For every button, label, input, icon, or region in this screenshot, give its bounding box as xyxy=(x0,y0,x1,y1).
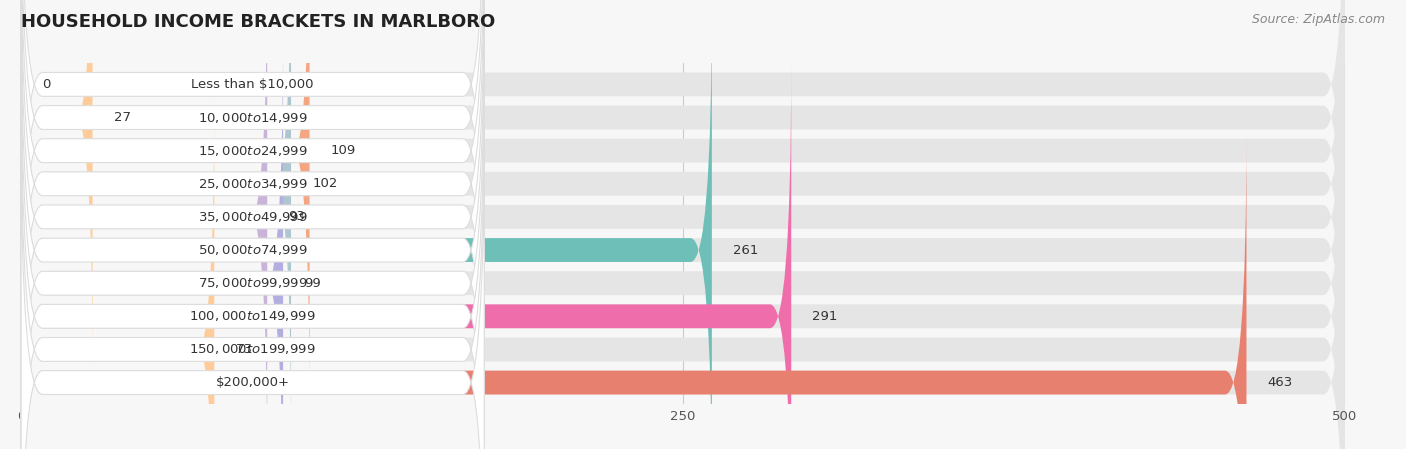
Text: Source: ZipAtlas.com: Source: ZipAtlas.com xyxy=(1251,13,1385,26)
FancyBboxPatch shape xyxy=(21,0,484,437)
FancyBboxPatch shape xyxy=(21,63,1344,449)
Text: 73: 73 xyxy=(235,343,253,356)
Text: $50,000 to $74,999: $50,000 to $74,999 xyxy=(198,243,308,257)
FancyBboxPatch shape xyxy=(21,97,214,449)
FancyBboxPatch shape xyxy=(21,63,484,449)
Text: $100,000 to $149,999: $100,000 to $149,999 xyxy=(190,309,316,323)
FancyBboxPatch shape xyxy=(21,0,1344,449)
FancyBboxPatch shape xyxy=(21,0,1344,338)
FancyBboxPatch shape xyxy=(21,129,1247,449)
Text: 99: 99 xyxy=(304,277,321,290)
Text: 102: 102 xyxy=(312,177,337,190)
Text: 463: 463 xyxy=(1268,376,1294,389)
FancyBboxPatch shape xyxy=(21,30,1344,449)
FancyBboxPatch shape xyxy=(21,97,484,449)
Text: 0: 0 xyxy=(42,78,51,91)
Text: 291: 291 xyxy=(813,310,838,323)
FancyBboxPatch shape xyxy=(21,63,792,449)
Text: $200,000+: $200,000+ xyxy=(215,376,290,389)
Text: Less than $10,000: Less than $10,000 xyxy=(191,78,314,91)
Text: $10,000 to $14,999: $10,000 to $14,999 xyxy=(198,110,308,124)
FancyBboxPatch shape xyxy=(21,97,1344,449)
Text: $15,000 to $24,999: $15,000 to $24,999 xyxy=(198,144,308,158)
FancyBboxPatch shape xyxy=(21,0,484,338)
FancyBboxPatch shape xyxy=(21,129,484,449)
FancyBboxPatch shape xyxy=(21,0,484,449)
FancyBboxPatch shape xyxy=(21,0,1344,449)
FancyBboxPatch shape xyxy=(21,0,93,370)
Text: 261: 261 xyxy=(733,243,758,256)
FancyBboxPatch shape xyxy=(21,30,484,449)
Text: $35,000 to $49,999: $35,000 to $49,999 xyxy=(198,210,308,224)
FancyBboxPatch shape xyxy=(21,0,309,404)
Text: $150,000 to $199,999: $150,000 to $199,999 xyxy=(190,343,316,357)
FancyBboxPatch shape xyxy=(21,0,1344,404)
Text: 109: 109 xyxy=(330,144,356,157)
FancyBboxPatch shape xyxy=(21,0,1344,437)
FancyBboxPatch shape xyxy=(21,0,484,370)
FancyBboxPatch shape xyxy=(21,0,711,449)
Text: 27: 27 xyxy=(114,111,131,124)
Text: 93: 93 xyxy=(288,211,305,224)
FancyBboxPatch shape xyxy=(21,0,1344,370)
Text: $75,000 to $99,999: $75,000 to $99,999 xyxy=(198,276,308,290)
FancyBboxPatch shape xyxy=(21,129,1344,449)
Text: HOUSEHOLD INCOME BRACKETS IN MARLBORO: HOUSEHOLD INCOME BRACKETS IN MARLBORO xyxy=(21,13,495,31)
FancyBboxPatch shape xyxy=(21,30,283,449)
FancyBboxPatch shape xyxy=(21,0,484,449)
FancyBboxPatch shape xyxy=(21,0,484,404)
Text: $25,000 to $34,999: $25,000 to $34,999 xyxy=(198,177,308,191)
FancyBboxPatch shape xyxy=(21,0,267,449)
FancyBboxPatch shape xyxy=(21,0,291,437)
